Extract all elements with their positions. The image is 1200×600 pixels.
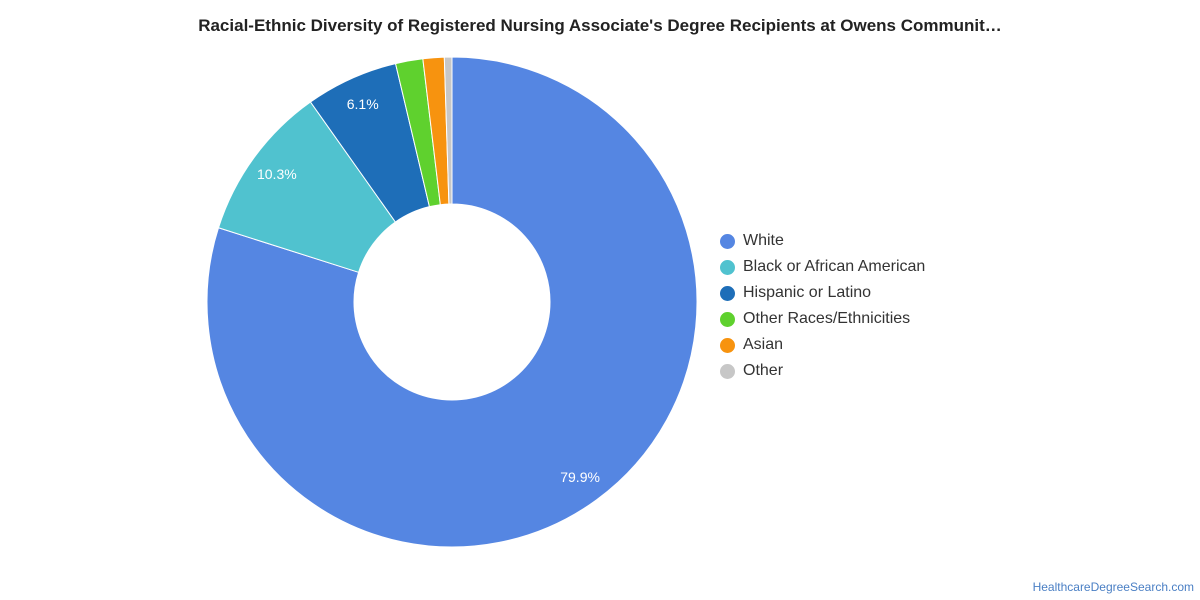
legend-label: Asian xyxy=(743,336,784,353)
slice-label-hispanic-or-latino: 6.1% xyxy=(347,96,379,112)
legend-item-other-races-ethnicities[interactable]: Other Races/Ethnicities xyxy=(720,306,925,332)
legend-swatch xyxy=(720,363,735,379)
legend-label: White xyxy=(743,232,784,249)
source-link[interactable]: HealthcareDegreeSearch.com xyxy=(1032,580,1194,594)
legend-item-hispanic-or-latino[interactable]: Hispanic or Latino xyxy=(720,280,925,306)
legend-swatch xyxy=(720,337,735,353)
legend-item-black-or-african-american[interactable]: Black or African American xyxy=(720,254,925,280)
legend-swatch xyxy=(720,233,735,249)
legend-label: Other Races/Ethnicities xyxy=(743,310,911,327)
slice-other[interactable] xyxy=(443,56,453,205)
legend-label: Other xyxy=(743,362,784,379)
legend-item-asian[interactable]: Asian xyxy=(720,332,925,358)
legend-swatch xyxy=(720,311,735,327)
chart-legend: White Black or African American Hispanic o… xyxy=(720,228,925,384)
legend-label: Hispanic or Latino xyxy=(743,284,872,301)
legend-label: Black or African American xyxy=(743,258,926,275)
legend-swatch xyxy=(720,285,735,301)
legend-item-other[interactable]: Other xyxy=(720,358,925,384)
legend-swatch xyxy=(720,259,735,275)
legend-item-white[interactable]: White xyxy=(720,228,925,254)
slice-white[interactable] xyxy=(206,56,698,548)
slice-label-white: 79.9% xyxy=(560,469,600,485)
slice-label-black-or-african-american: 10.3% xyxy=(257,166,297,182)
slice-black-or-african-american[interactable] xyxy=(217,101,397,273)
chart-title: Racial-Ethnic Diversity of Registered Nu… xyxy=(198,16,1002,35)
